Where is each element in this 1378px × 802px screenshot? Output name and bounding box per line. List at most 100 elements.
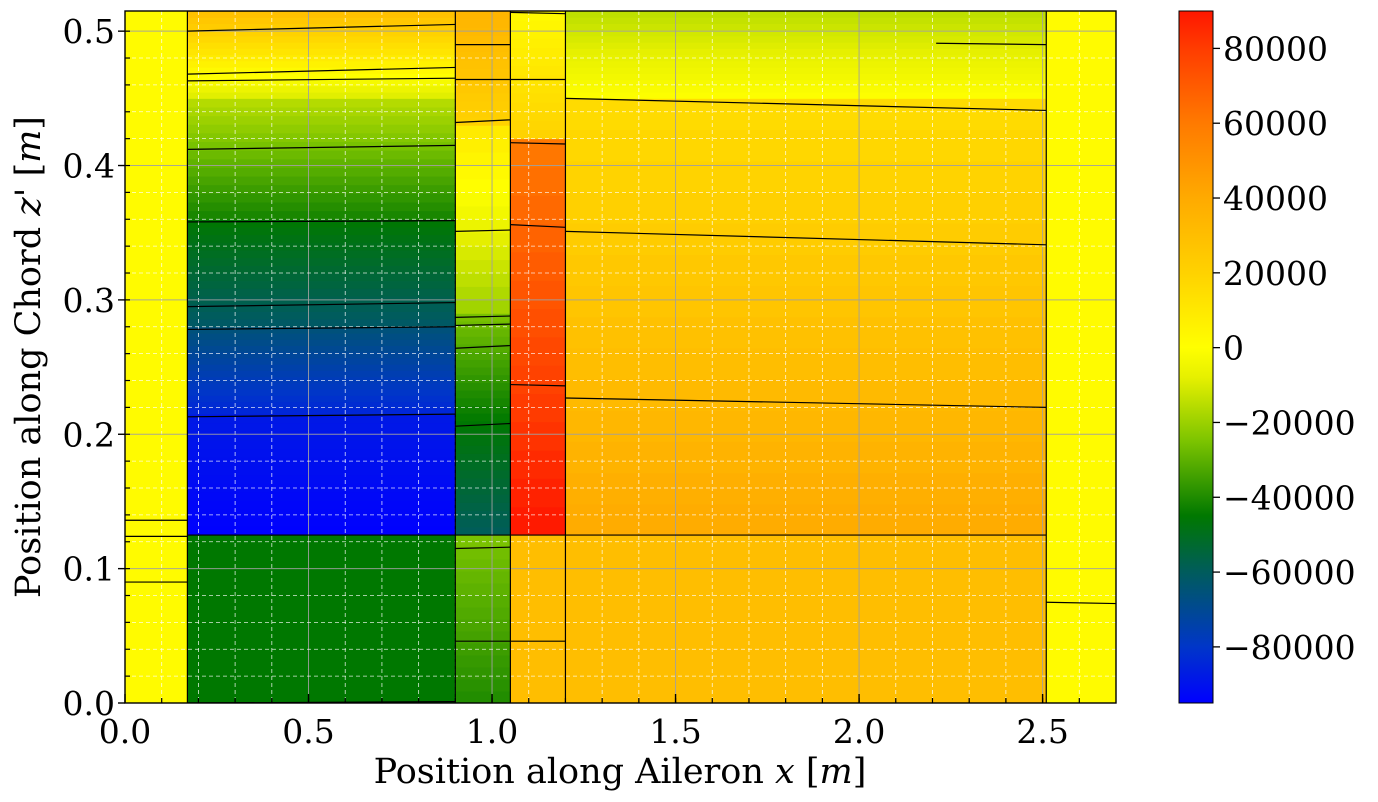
element-outline <box>565 97 1047 112</box>
element-outline <box>510 142 566 145</box>
colorbar-tick-label: −20000 <box>1223 403 1356 442</box>
field-cell <box>455 108 511 118</box>
field-cell <box>455 631 511 644</box>
field-cell <box>1046 307 1116 358</box>
x-tick-label: 1.5 <box>649 712 701 751</box>
field-cell <box>455 526 511 536</box>
field-cell <box>1046 11 1116 61</box>
field-cell <box>565 547 1047 560</box>
field-cell <box>187 257 456 266</box>
field-cell <box>187 509 456 519</box>
field-cell <box>455 232 511 247</box>
field-cell <box>455 59 511 69</box>
field-cell <box>187 526 456 536</box>
element-outline <box>187 77 456 82</box>
field-cell <box>187 226 456 236</box>
field-cell <box>455 607 511 620</box>
field-cell <box>187 547 456 560</box>
field-cell <box>455 68 511 77</box>
field-cell <box>187 448 456 458</box>
field-cell <box>455 299 511 314</box>
field-cell <box>1046 357 1116 407</box>
field-cell <box>510 93 566 103</box>
element-outline <box>455 229 511 232</box>
y-tick-label: 0.3 <box>63 281 115 320</box>
field-cell <box>510 679 566 692</box>
field-cell <box>187 395 456 403</box>
y-tick-label: 0.2 <box>63 415 115 454</box>
field-cell <box>455 286 511 301</box>
field-cell <box>455 461 511 471</box>
colorbar-tick-label: 20000 <box>1223 254 1328 293</box>
field-cell <box>187 150 456 160</box>
field-cell <box>187 389 456 396</box>
field-cell <box>125 653 188 703</box>
field-cell <box>187 124 456 134</box>
field-cell <box>187 60 456 68</box>
field-cell <box>187 431 456 441</box>
field-cell <box>510 336 566 366</box>
field-cell <box>187 500 456 510</box>
element-outline <box>187 301 456 308</box>
field-cell <box>125 109 188 160</box>
field-cell <box>565 42 1047 49</box>
field-cell <box>565 285 1047 318</box>
field-cell <box>455 494 511 503</box>
field-cell <box>565 223 1047 255</box>
field-cell <box>187 193 456 203</box>
field-cell <box>187 691 456 703</box>
field-cell <box>510 450 566 479</box>
field-cell <box>565 472 1047 505</box>
field-cell <box>187 679 456 692</box>
field-cell <box>455 246 511 261</box>
field-cell <box>565 11 1047 18</box>
field-cell <box>510 20 566 30</box>
field-cell <box>187 474 456 484</box>
field-cell <box>455 92 511 102</box>
field-cell <box>187 249 456 259</box>
field-cell <box>510 667 566 680</box>
field-cell <box>187 11 456 18</box>
field-cell <box>510 607 566 620</box>
y-tick-labels: 0.0 0.1 0.2 0.3 0.4 0.5 <box>63 12 115 723</box>
field-cell <box>455 165 511 180</box>
field-cell <box>187 370 456 378</box>
field-cell <box>455 413 511 422</box>
element-outline <box>187 413 456 418</box>
field-cell <box>510 223 566 253</box>
field-cell <box>125 406 188 457</box>
field-cell <box>455 397 511 406</box>
field-cell <box>187 311 456 320</box>
field-cell <box>510 29 566 39</box>
field-cell <box>565 92 1047 99</box>
field-cell <box>187 184 456 194</box>
field-cell <box>455 336 511 345</box>
plot-frame <box>124 10 1117 704</box>
field-cell <box>187 158 456 168</box>
field-cell <box>455 437 511 446</box>
field-cell <box>565 23 1047 31</box>
element-outline <box>455 344 511 349</box>
field-cell <box>455 11 511 20</box>
field-cell <box>510 631 566 644</box>
field-cell <box>125 307 188 358</box>
field-cell <box>187 23 456 31</box>
x-tick-label: 2.0 <box>833 712 885 751</box>
field-cell <box>187 595 456 608</box>
field-cell <box>455 125 511 140</box>
field-cell <box>125 159 188 210</box>
grid-layer <box>125 11 1116 703</box>
field-cell <box>125 60 188 111</box>
field-cell <box>187 351 456 359</box>
x-tick-label: 2.5 <box>1016 712 1068 751</box>
element-outline <box>187 23 456 32</box>
field-cell <box>510 195 566 225</box>
field-cell <box>565 347 1047 380</box>
field-cell <box>187 176 456 186</box>
x-tick-label: 0.0 <box>99 712 151 751</box>
field-cell <box>187 219 456 228</box>
field-cell <box>187 167 456 177</box>
field-cell <box>455 469 511 479</box>
field-cell <box>565 691 1047 703</box>
field-layer <box>125 11 1116 703</box>
